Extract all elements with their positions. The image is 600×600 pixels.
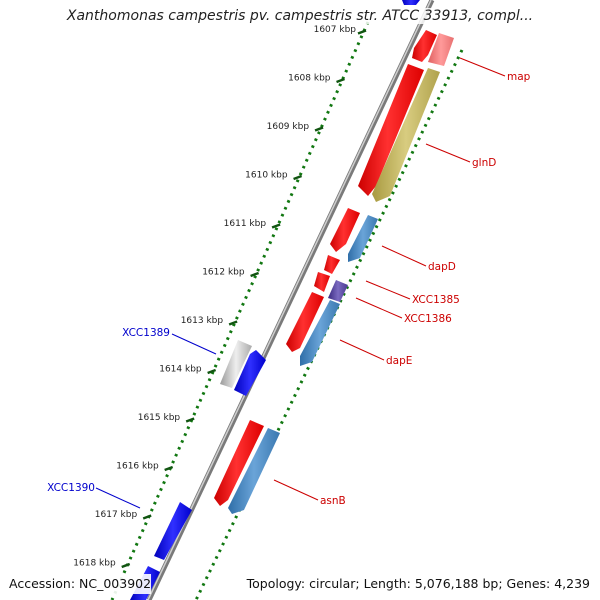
label-XCC1385: XCC1385 bbox=[412, 294, 460, 306]
gene-asnB[interactable] bbox=[228, 428, 280, 514]
gene-forward-5[interactable] bbox=[214, 420, 264, 506]
label-asnB: asnB bbox=[320, 495, 346, 507]
tick-mark-1615 bbox=[185, 417, 195, 423]
tick-mark-1612 bbox=[250, 271, 260, 278]
gene-forward-2[interactable] bbox=[330, 208, 360, 252]
leader-XCC1389 bbox=[171, 333, 217, 355]
leader-XCC1390 bbox=[95, 487, 141, 509]
page-title: Xanthomonas campestris pv. campestris st… bbox=[0, 8, 600, 24]
leader-map bbox=[459, 57, 506, 77]
genes bbox=[130, 0, 454, 600]
gene-labels: map glnD dapD XCC1385 XCC1386 dapE asnB … bbox=[47, 71, 530, 507]
gene-map-forward[interactable] bbox=[412, 30, 437, 62]
gene-label-leaders bbox=[95, 57, 506, 509]
label-XCC1386: XCC1386 bbox=[404, 313, 452, 325]
tick-mark-1614 bbox=[207, 368, 217, 375]
tick-mark-1610 bbox=[293, 174, 302, 181]
gene-dapE[interactable] bbox=[300, 300, 340, 366]
gene-top-offscreen[interactable] bbox=[402, 0, 420, 5]
label-glnD: glnD bbox=[472, 157, 496, 169]
tick-mark-1618 bbox=[121, 562, 131, 569]
accession-label: Accession: NC_003902 bbox=[9, 574, 152, 594]
tick-label-1609: 1609 kbp bbox=[267, 122, 310, 132]
tick-label-1613: 1613 kbp bbox=[181, 316, 224, 326]
label-XCC1390: XCC1390 bbox=[47, 482, 95, 494]
tick-label-1611: 1611 kbp bbox=[224, 219, 267, 229]
tick-label-1612: 1612 kbp bbox=[202, 268, 245, 278]
tick-mark-1611 bbox=[271, 223, 281, 229]
tick-label-1617: 1617 kbp bbox=[95, 510, 138, 520]
tick-mark-1609 bbox=[314, 126, 324, 132]
topology-label: Topology: circular; Length: 5,076,188 bp… bbox=[246, 574, 590, 594]
gene-forward-1[interactable] bbox=[358, 64, 424, 196]
tick-label-1618: 1618 kbp bbox=[73, 559, 116, 569]
tick-label-1607: 1607 kbp bbox=[314, 25, 357, 35]
gene-glnD[interactable] bbox=[372, 68, 440, 202]
tick-label-1614: 1614 kbp bbox=[159, 365, 202, 375]
tick-mark-1607 bbox=[357, 29, 367, 35]
tick-label-1608: 1608 kbp bbox=[288, 74, 331, 84]
label-XCC1389: XCC1389 bbox=[122, 327, 170, 339]
gene-forward-3[interactable] bbox=[324, 255, 340, 274]
label-dapD: dapD bbox=[428, 261, 456, 273]
leader-glnD bbox=[425, 143, 471, 163]
gene-map[interactable] bbox=[428, 33, 454, 66]
leader-XCC1386 bbox=[355, 297, 403, 319]
tick-mark-1617 bbox=[142, 514, 152, 520]
tick-mark-1613 bbox=[228, 320, 238, 326]
gene-XCC1385[interactable] bbox=[314, 272, 330, 292]
gene-XCC1389-forward[interactable] bbox=[234, 350, 266, 396]
genome-backbone-highlight bbox=[147, 0, 432, 600]
tick-labels: 1608 kbp 1609 kbp 1610 kbp 1611 kbp 1612 kbp… bbox=[73, 25, 356, 569]
tick-label-1616: 1616 kbp bbox=[116, 462, 159, 472]
label-map: map bbox=[507, 71, 531, 83]
leader-dapE bbox=[339, 339, 385, 361]
genome-backbone bbox=[146, 0, 435, 600]
gene-forward-4[interactable] bbox=[286, 292, 324, 352]
tick-mark-1616 bbox=[164, 465, 174, 472]
label-dapE: dapE bbox=[386, 355, 412, 367]
tick-label-1610: 1610 kbp bbox=[245, 171, 288, 181]
gene-XCC1390[interactable] bbox=[154, 502, 192, 560]
leader-dapD bbox=[381, 245, 427, 267]
gene-dapD[interactable] bbox=[348, 215, 378, 262]
tick-mark-1608 bbox=[336, 77, 345, 84]
gene-XCC1389[interactable] bbox=[220, 340, 252, 388]
tick-marks bbox=[121, 29, 367, 569]
outer-dotted-track bbox=[110, 21, 370, 600]
tick-label-1615: 1615 kbp bbox=[138, 413, 181, 423]
leader-asnB bbox=[273, 479, 319, 501]
gene-XCC1386[interactable] bbox=[328, 280, 348, 302]
leader-XCC1385 bbox=[365, 280, 411, 300]
